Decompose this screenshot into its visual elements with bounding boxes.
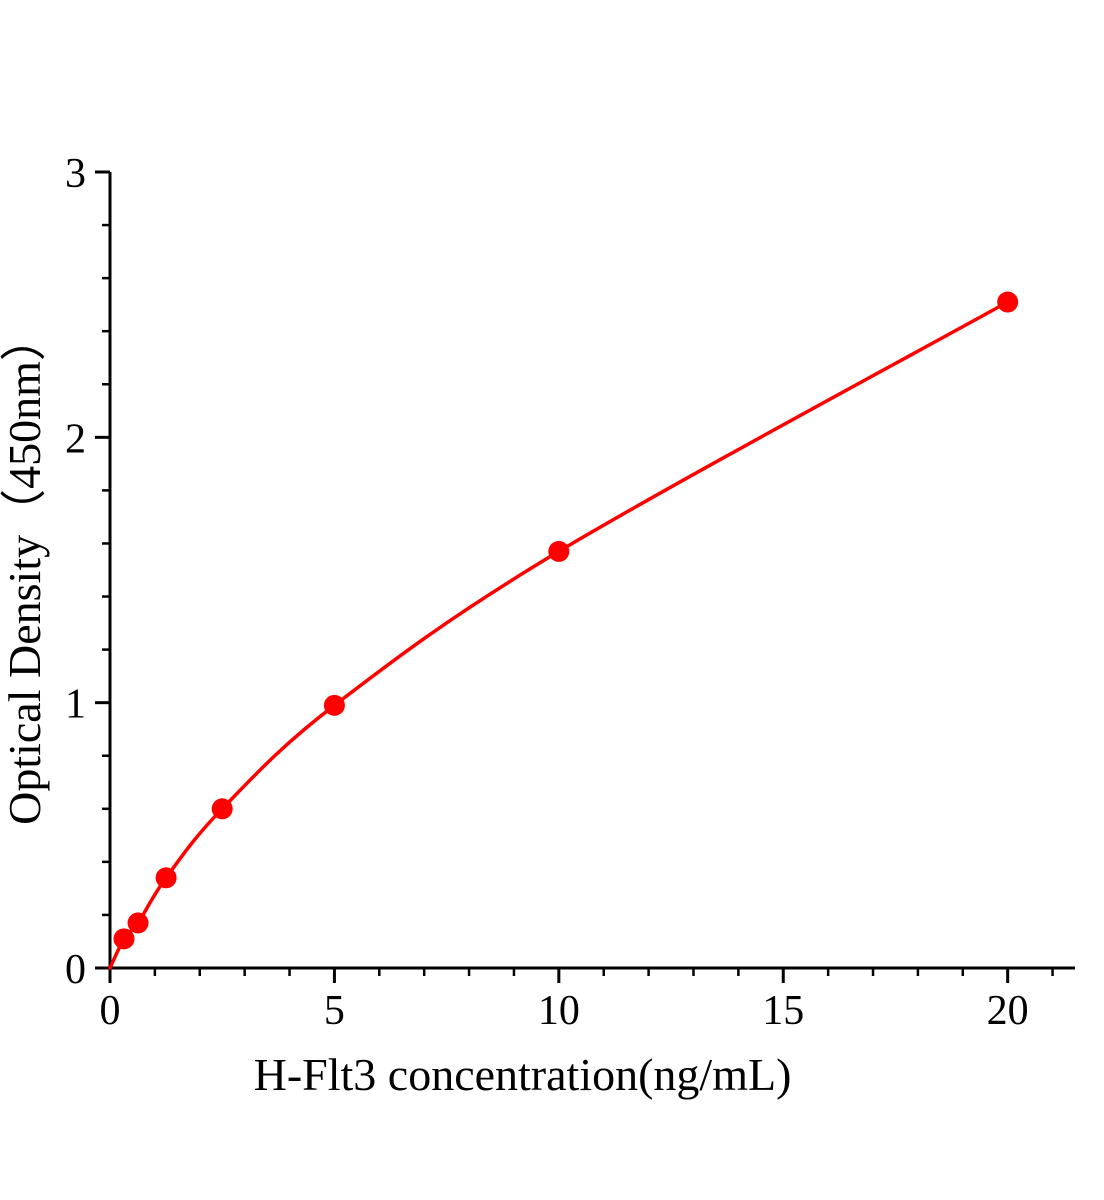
y-tick-label: 1 — [65, 682, 86, 728]
x-axis-label: H-Flt3 concentration(ng/mL) — [254, 1049, 792, 1100]
y-tick-label: 3 — [65, 151, 86, 197]
x-tick-label: 15 — [762, 988, 804, 1034]
data-point-marker — [127, 912, 149, 934]
standard-curve-line — [108, 300, 1010, 970]
y-tick-label: 2 — [65, 416, 86, 462]
data-point-marker — [997, 291, 1019, 313]
x-tick-label: 5 — [324, 988, 345, 1034]
plot-area: 0 5 10 15 20 0 1 2 3 — [65, 151, 1075, 1034]
x-tick-label: 10 — [538, 988, 580, 1034]
data-point-marker — [323, 694, 345, 716]
data-point-marker — [548, 540, 570, 562]
x-tick-label: 0 — [100, 988, 121, 1034]
data-point-marker — [113, 928, 135, 950]
x-tick-label: 20 — [987, 988, 1029, 1034]
data-point-marker — [155, 867, 177, 889]
data-point-marker — [211, 798, 233, 820]
y-axis-label: Optical Density（450nm） — [0, 315, 50, 825]
y-tick-label: 0 — [65, 947, 86, 993]
